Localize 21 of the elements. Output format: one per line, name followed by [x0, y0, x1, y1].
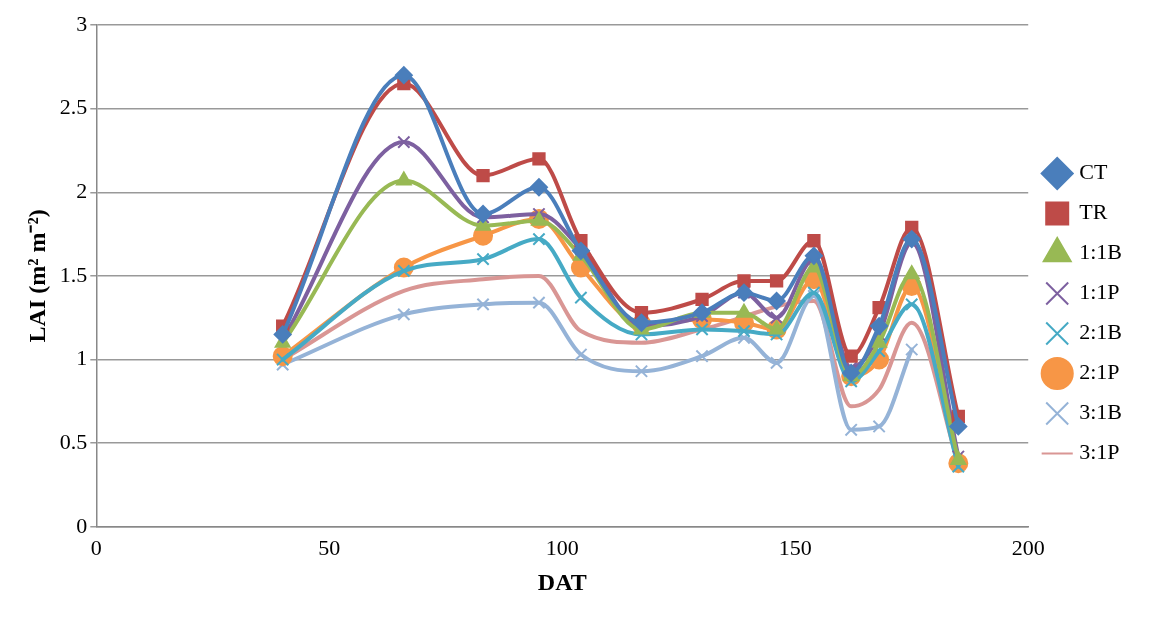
- y-tick-label: 2: [76, 178, 88, 204]
- y-tick-label: 3: [76, 10, 88, 36]
- legend-label: 2:1B: [1079, 319, 1123, 345]
- x-axis-title: DAT: [537, 568, 587, 595]
- legend-label: 2:1P: [1079, 359, 1120, 385]
- legend-label: 3:1B: [1079, 399, 1123, 425]
- y-tick-label: 0.5: [59, 428, 88, 454]
- x-tick-label: 100: [545, 534, 579, 560]
- legend-label: 1:1P: [1079, 279, 1120, 305]
- legend-label: CT: [1079, 159, 1108, 185]
- x-tick-label: 50: [318, 534, 341, 560]
- legend-label: 1:1B: [1079, 239, 1123, 265]
- y-tick-label: 2.5: [59, 94, 88, 120]
- y-tick-label: 1: [76, 345, 88, 371]
- y-tick-label: 1.5: [59, 261, 88, 287]
- x-tick-label: 200: [1011, 534, 1045, 560]
- y-axis-title: LAI (m² m⁻²): [23, 209, 50, 343]
- x-tick-label: 150: [778, 534, 812, 560]
- legend-label: 3:1P: [1079, 439, 1120, 465]
- y-tick-label: 0: [76, 512, 88, 538]
- legend-label: TR: [1079, 199, 1108, 225]
